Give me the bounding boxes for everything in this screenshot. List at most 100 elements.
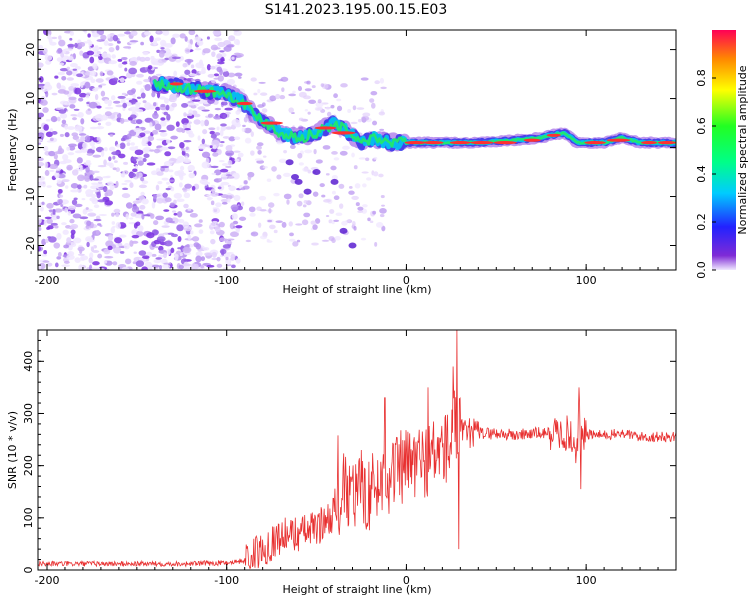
noise-speck: [142, 136, 149, 144]
noise-speck: [151, 91, 156, 98]
noise-speck: [166, 248, 171, 256]
noise-speck: [48, 169, 55, 172]
noise-speck: [103, 260, 108, 264]
noise-speck: [164, 240, 173, 247]
noise-speck: [67, 210, 72, 216]
noise-speck: [178, 264, 184, 270]
noise-speck: [92, 63, 98, 70]
noise-speck: [184, 183, 192, 189]
noise-speck: [54, 225, 59, 229]
noise-speck: [348, 190, 355, 195]
noise-speck: [96, 126, 105, 130]
noise-speck: [288, 93, 297, 97]
colorbar-tick-label: 0.8: [695, 69, 708, 87]
noise-speck: [194, 36, 202, 42]
noise-speck: [38, 161, 45, 167]
noise-speck: [42, 260, 50, 263]
ridge-peak: [449, 141, 471, 145]
noise-speck: [124, 31, 131, 35]
noise-speck: [179, 33, 186, 39]
noise-speck: [225, 174, 233, 177]
noise-speck: [200, 256, 206, 262]
noise-speck: [125, 258, 132, 265]
noise-speck: [243, 116, 248, 123]
noise-speck: [220, 141, 225, 144]
noise-speck: [268, 202, 275, 208]
noise-speck: [151, 170, 158, 176]
noise-speck: [212, 144, 217, 150]
noise-speck: [380, 86, 387, 90]
noise-speck: [166, 113, 171, 121]
noise-speck: [77, 253, 85, 256]
noise-speck: [211, 51, 216, 58]
noise-speck: [330, 165, 337, 171]
noise-speck: [89, 197, 98, 202]
noise-speck: [322, 145, 331, 150]
noise-speck: [294, 178, 303, 185]
noise-speck: [369, 220, 374, 224]
noise-speck: [208, 127, 216, 131]
noise-speck: [225, 256, 229, 261]
noise-speck: [201, 161, 210, 169]
noise-speck: [84, 81, 91, 89]
noise-speck: [113, 208, 121, 214]
noise-speck: [188, 172, 196, 179]
noise-speck: [357, 206, 364, 211]
noise-speck: [176, 94, 180, 98]
noise-speck: [261, 108, 268, 113]
noise-speck: [155, 73, 162, 77]
noise-speck: [190, 104, 197, 109]
noise-speck: [314, 106, 323, 111]
noise-speck: [230, 204, 239, 211]
noise-speck: [196, 40, 204, 46]
noise-speck: [222, 113, 227, 119]
noise-speck: [183, 139, 192, 143]
noise-speck: [187, 59, 191, 65]
noise-speck: [236, 39, 240, 46]
noise-speck: [378, 173, 384, 178]
noise-speck: [150, 213, 155, 219]
noise-speck: [63, 244, 70, 249]
noise-speck: [78, 264, 84, 270]
noise-speck: [121, 193, 131, 199]
noise-speck: [51, 131, 58, 135]
noise-speck: [184, 128, 191, 131]
noise-speck: [259, 92, 268, 96]
noise-speck: [178, 219, 185, 224]
noise-speck: [53, 242, 61, 249]
noise-speck: [155, 106, 161, 111]
noise-speck: [352, 220, 356, 227]
noise-speck: [195, 62, 205, 69]
noise-speck: [152, 112, 159, 119]
noise-speck: [143, 153, 150, 158]
noise-speck: [168, 169, 174, 173]
noise-speck: [278, 158, 287, 163]
x-tick-label: -100: [214, 574, 239, 587]
noise-speck: [79, 92, 87, 98]
noise-speck: [64, 132, 70, 138]
noise-speck: [241, 127, 246, 133]
noise-speck: [216, 53, 223, 59]
noise-speck: [220, 123, 227, 127]
noise-speck: [302, 204, 307, 208]
noise-speck: [301, 219, 309, 226]
noise-speck: [59, 68, 69, 72]
noise-speck: [112, 225, 116, 228]
noise-speck: [195, 251, 203, 257]
noise-speck: [307, 169, 312, 174]
noise-speck: [97, 122, 102, 126]
noise-speck: [254, 158, 263, 162]
noise-speck: [220, 181, 230, 186]
noise-speck: [62, 154, 69, 161]
noise-speck: [89, 70, 96, 77]
noise-speck: [73, 108, 80, 111]
noise-speck: [62, 49, 66, 54]
noise-speck: [115, 213, 120, 218]
noise-speck: [60, 52, 65, 58]
noise-speck: [89, 140, 96, 147]
noise-speck: [151, 129, 159, 135]
noise-speck: [173, 192, 183, 199]
noise-speck: [245, 239, 252, 243]
noise-speck: [103, 248, 111, 255]
